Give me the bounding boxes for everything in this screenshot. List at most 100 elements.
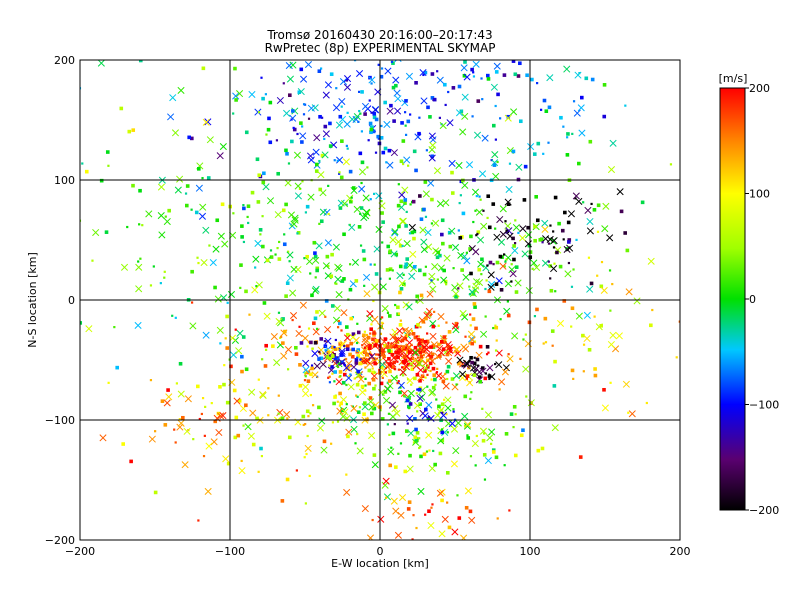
- data-point: [389, 103, 393, 108]
- data-point: [278, 240, 281, 244]
- data-point: [398, 243, 403, 248]
- colorbar-tick-label: −100: [749, 399, 779, 412]
- data-point: [515, 163, 523, 171]
- data-point: [334, 275, 342, 283]
- data-point: [459, 370, 467, 378]
- data-point: [363, 273, 371, 281]
- data-point: [509, 270, 517, 278]
- colorbar-tick-label: −200: [749, 504, 779, 517]
- data-point: [311, 347, 314, 350]
- data-point: [322, 91, 330, 99]
- data-point: [504, 222, 512, 230]
- data-point: [285, 477, 290, 482]
- data-point: [350, 196, 353, 199]
- data-point: [469, 313, 472, 316]
- data-point: [396, 327, 404, 335]
- data-point: [593, 367, 597, 371]
- data-point: [411, 199, 416, 204]
- data-point: [327, 212, 330, 216]
- data-point: [330, 354, 335, 358]
- data-point: [242, 240, 246, 244]
- data-point: [461, 365, 464, 368]
- data-point: [371, 106, 379, 114]
- data-point: [305, 254, 309, 259]
- data-point: [232, 388, 237, 393]
- data-point: [343, 120, 351, 128]
- data-point: [461, 412, 469, 420]
- data-point: [252, 255, 260, 263]
- data-point: [592, 208, 597, 212]
- data-point: [431, 385, 436, 390]
- data-point: [348, 223, 356, 232]
- data-point: [461, 112, 469, 120]
- data-point: [533, 238, 537, 243]
- data-point: [153, 490, 158, 495]
- data-point: [280, 335, 283, 338]
- data-point: [499, 288, 504, 292]
- data-point: [536, 448, 541, 453]
- data-point: [285, 281, 290, 286]
- data-point: [526, 225, 530, 230]
- data-point: [175, 382, 178, 385]
- data-point: [284, 148, 288, 153]
- data-point: [327, 264, 330, 268]
- data-point: [574, 71, 582, 79]
- data-point: [457, 361, 461, 366]
- data-point: [486, 194, 491, 199]
- data-point: [562, 238, 565, 241]
- data-point: [548, 264, 553, 268]
- data-point: [246, 215, 249, 219]
- data-point: [472, 75, 476, 78]
- data-point: [463, 257, 471, 265]
- data-point: [413, 345, 418, 350]
- data-point: [248, 388, 256, 396]
- data-point: [357, 225, 362, 229]
- data-point: [262, 171, 266, 176]
- data-point: [404, 344, 412, 352]
- data-point: [319, 208, 327, 216]
- scatter-points: [80, 42, 680, 540]
- data-point: [530, 259, 538, 267]
- data-point: [386, 244, 391, 249]
- data-point: [370, 125, 374, 129]
- data-point: [573, 109, 581, 117]
- data-point: [138, 188, 142, 193]
- data-point: [345, 325, 349, 329]
- data-point: [360, 90, 364, 94]
- data-point: [372, 192, 376, 195]
- data-point: [427, 179, 435, 187]
- data-point: [340, 309, 348, 317]
- data-point: [452, 267, 455, 270]
- data-point: [312, 148, 320, 156]
- data-point: [422, 452, 427, 457]
- data-point: [394, 303, 397, 307]
- data-point: [234, 415, 239, 420]
- data-point: [233, 435, 238, 440]
- data-point: [408, 42, 410, 44]
- data-point: [313, 254, 318, 259]
- data-point: [445, 369, 450, 374]
- data-point: [563, 65, 571, 73]
- data-point: [486, 434, 494, 442]
- data-point: [302, 359, 310, 367]
- data-point: [306, 434, 309, 438]
- data-point: [444, 404, 452, 412]
- data-point: [339, 175, 344, 180]
- data-point: [176, 423, 184, 431]
- data-point: [215, 428, 223, 437]
- plot-frame: [79, 59, 681, 541]
- data-point: [369, 130, 373, 135]
- colorbar-tick-label: 0: [749, 293, 756, 306]
- data-point: [460, 64, 468, 72]
- data-point: [386, 365, 389, 368]
- data-point: [496, 160, 499, 164]
- data-point: [465, 161, 474, 169]
- data-point: [364, 389, 367, 392]
- data-point: [177, 86, 185, 94]
- data-point: [541, 241, 544, 244]
- data-point: [346, 194, 354, 202]
- data-point: [174, 441, 177, 444]
- data-point: [384, 67, 392, 75]
- data-point: [393, 336, 397, 339]
- data-point: [407, 350, 412, 354]
